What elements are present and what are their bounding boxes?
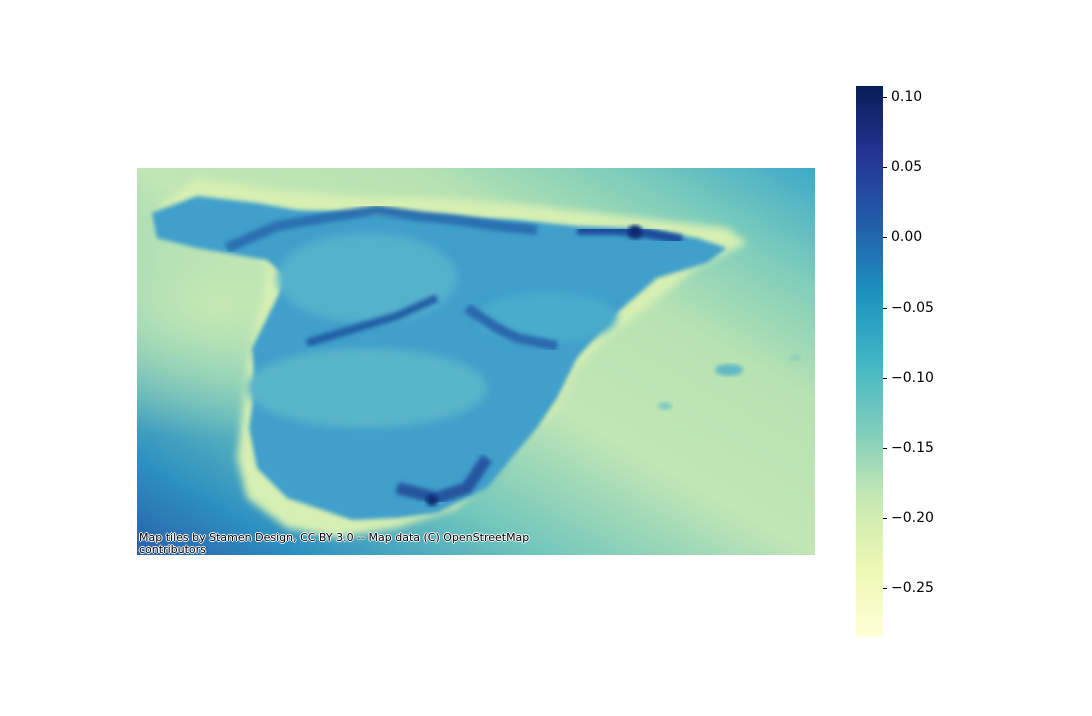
colorbar-tick-mark	[883, 97, 887, 99]
ebro-valley	[477, 293, 617, 343]
colorbar-tick-label: −0.20	[891, 509, 934, 526]
colorbar-tick-mark	[883, 167, 887, 169]
ibiza	[658, 402, 672, 410]
colorbar-tick-label: 0.10	[891, 89, 923, 106]
map-canvas	[137, 168, 815, 555]
iberian-range	[464, 303, 558, 351]
betic-range	[395, 454, 492, 505]
sierra-nevada-peak	[426, 494, 438, 506]
mallorca	[715, 364, 743, 376]
colorbar-tick-label: 0.00	[891, 229, 923, 246]
colorbar-tick-label: 0.05	[891, 159, 923, 176]
pyrenees-peak	[628, 225, 642, 239]
colorbar-tick-mark	[883, 587, 887, 589]
colorbar-tick-label: −0.10	[891, 369, 934, 386]
colorbar-tick-label: −0.15	[891, 439, 934, 456]
colorbar-tick-mark	[883, 517, 887, 519]
raster-map: Map tiles by Stamen Design, CC BY 3.0 --…	[137, 168, 815, 555]
meseta-south	[247, 348, 487, 428]
meseta-north	[277, 233, 457, 323]
cantabrian-range	[224, 204, 538, 253]
menorca	[789, 355, 801, 361]
colorbar	[856, 86, 883, 637]
colorbar-tick-label: −0.25	[891, 579, 934, 596]
colorbar-tick-mark	[883, 447, 887, 449]
colorbar-tick-mark	[883, 377, 887, 379]
central-system	[305, 294, 439, 347]
colorbar-tick-mark	[883, 307, 887, 309]
colorbar-tick-mark	[883, 237, 887, 239]
colorbar-tick-label: −0.05	[891, 299, 934, 316]
map-attribution: Map tiles by Stamen Design, CC BY 3.0 --…	[139, 531, 530, 555]
